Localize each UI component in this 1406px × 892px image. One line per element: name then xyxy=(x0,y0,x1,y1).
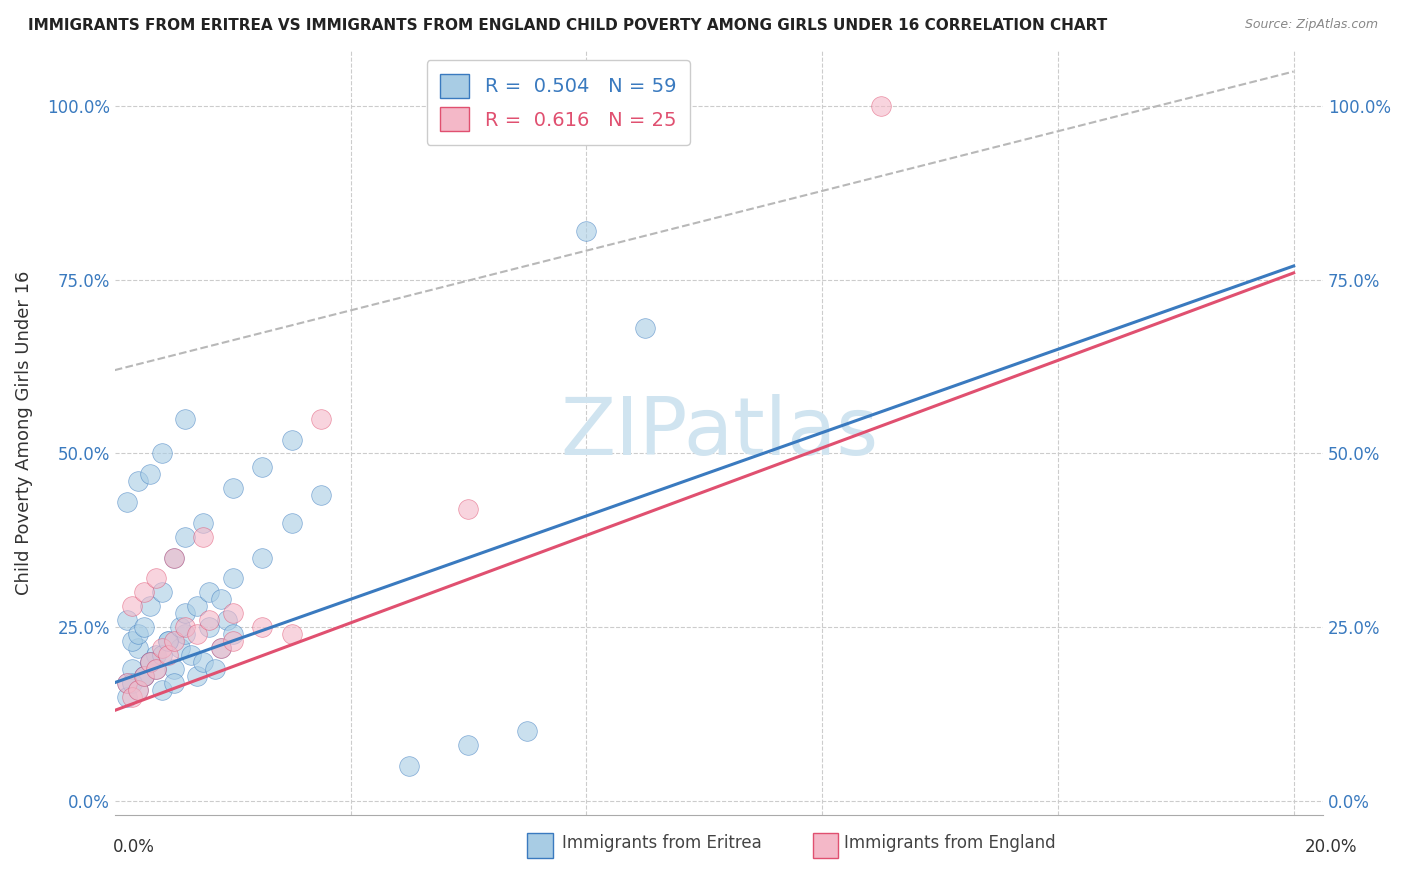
Point xyxy=(121,599,143,614)
Point xyxy=(134,668,156,682)
Point xyxy=(134,668,156,682)
Text: 20.0%: 20.0% xyxy=(1305,838,1357,856)
Point xyxy=(186,668,208,682)
Point xyxy=(309,488,332,502)
Point xyxy=(221,634,243,648)
Point xyxy=(174,606,197,620)
Point xyxy=(198,585,221,599)
Point xyxy=(139,655,162,669)
Point xyxy=(174,627,197,641)
Point xyxy=(121,690,143,704)
Point xyxy=(280,516,302,530)
Point xyxy=(127,682,149,697)
Point xyxy=(163,550,186,565)
Point xyxy=(121,662,143,676)
Point xyxy=(121,634,143,648)
Point xyxy=(280,433,302,447)
Text: Source: ZipAtlas.com: Source: ZipAtlas.com xyxy=(1244,18,1378,31)
Point xyxy=(280,627,302,641)
Point xyxy=(150,585,173,599)
Point xyxy=(127,640,149,655)
Point xyxy=(221,627,243,641)
Point xyxy=(250,620,273,634)
Point xyxy=(139,467,162,482)
Point xyxy=(209,640,232,655)
Text: Immigrants from Eritrea: Immigrants from Eritrea xyxy=(562,834,762,852)
Point xyxy=(575,224,598,238)
Point xyxy=(145,662,167,676)
Point xyxy=(145,571,167,585)
Point xyxy=(870,99,893,113)
Point xyxy=(163,550,186,565)
Point xyxy=(209,640,232,655)
Point xyxy=(163,634,186,648)
Point xyxy=(215,613,238,627)
Point xyxy=(186,627,208,641)
Point xyxy=(309,411,332,425)
Point xyxy=(127,474,149,488)
Point xyxy=(163,662,186,676)
Point xyxy=(156,648,179,662)
Point xyxy=(198,620,221,634)
Point xyxy=(150,648,173,662)
Point xyxy=(115,495,138,509)
Point xyxy=(127,682,149,697)
Point xyxy=(121,675,143,690)
Point xyxy=(221,481,243,495)
Point xyxy=(134,620,156,634)
Point xyxy=(221,606,243,620)
Point xyxy=(115,613,138,627)
Text: ZIPatlas: ZIPatlas xyxy=(560,393,877,472)
Y-axis label: Child Poverty Among Girls Under 16: Child Poverty Among Girls Under 16 xyxy=(15,270,32,595)
Point xyxy=(134,668,156,682)
Point xyxy=(115,675,138,690)
Text: 0.0%: 0.0% xyxy=(112,838,155,856)
Point xyxy=(163,675,186,690)
Point xyxy=(186,599,208,614)
Point xyxy=(250,550,273,565)
Point xyxy=(156,634,179,648)
Point xyxy=(169,640,191,655)
Point xyxy=(174,530,197,544)
Point xyxy=(145,662,167,676)
Point xyxy=(115,690,138,704)
Point xyxy=(150,682,173,697)
Point xyxy=(457,502,479,516)
Point xyxy=(134,585,156,599)
Point xyxy=(516,724,538,739)
Point xyxy=(139,599,162,614)
Text: IMMIGRANTS FROM ERITREA VS IMMIGRANTS FROM ENGLAND CHILD POVERTY AMONG GIRLS UND: IMMIGRANTS FROM ERITREA VS IMMIGRANTS FR… xyxy=(28,18,1108,33)
Point xyxy=(139,655,162,669)
Point xyxy=(204,662,226,676)
Point xyxy=(180,648,202,662)
Point xyxy=(169,620,191,634)
Point xyxy=(150,446,173,460)
Point xyxy=(250,460,273,475)
Point xyxy=(145,648,167,662)
Point xyxy=(174,620,197,634)
Point xyxy=(193,530,215,544)
Point xyxy=(221,571,243,585)
Point xyxy=(193,655,215,669)
Point xyxy=(209,592,232,607)
Point xyxy=(634,321,657,335)
Point xyxy=(198,613,221,627)
Point xyxy=(174,411,197,425)
Text: Immigrants from England: Immigrants from England xyxy=(844,834,1056,852)
Point xyxy=(115,675,138,690)
Point xyxy=(156,634,179,648)
Point xyxy=(457,738,479,752)
Legend: R =  0.504   N = 59, R =  0.616   N = 25: R = 0.504 N = 59, R = 0.616 N = 25 xyxy=(426,61,690,145)
Point xyxy=(150,640,173,655)
Point xyxy=(193,516,215,530)
Point xyxy=(139,655,162,669)
Point xyxy=(398,759,420,773)
Point xyxy=(127,627,149,641)
